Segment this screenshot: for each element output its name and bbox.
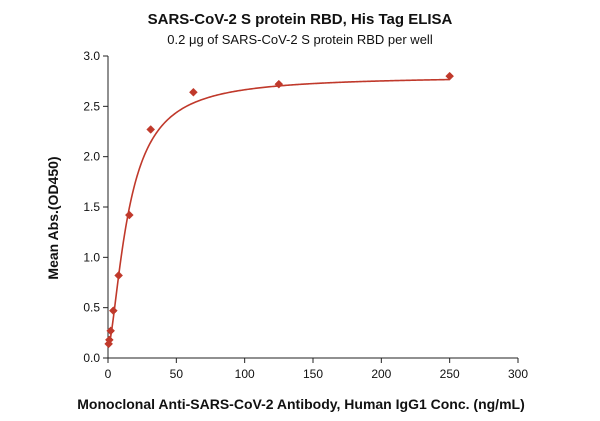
y-tick-label: 1.0 bbox=[83, 250, 100, 264]
y-ticks: 0.0 0.5 1.0 1.5 2.0 2.5 3.0 bbox=[83, 49, 108, 365]
y-axis-label: Mean Abs.(OD450) bbox=[45, 156, 61, 279]
y-tick-label: 0.5 bbox=[83, 301, 100, 315]
data-point bbox=[106, 326, 116, 336]
data-points bbox=[104, 71, 455, 349]
data-point bbox=[124, 210, 134, 220]
chart-title: SARS-CoV-2 S protein RBD, His Tag ELISA bbox=[148, 11, 453, 28]
x-tick-label: 150 bbox=[303, 367, 323, 381]
x-tick-label: 300 bbox=[508, 367, 528, 381]
chart-subtitle: 0.2 μg of SARS-CoV-2 S protein RBD per w… bbox=[167, 32, 433, 47]
data-point bbox=[104, 335, 114, 345]
data-point bbox=[114, 271, 124, 280]
x-axis-label: Monoclonal Anti-SARS-CoV-2 Antibody, Hum… bbox=[77, 396, 524, 412]
data-point bbox=[274, 79, 284, 89]
x-tick-label: 50 bbox=[170, 367, 184, 381]
plot-area: 0.0 0.5 1.0 1.5 2.0 2.5 3.0 0 50 100 150 200 250 300 bbox=[83, 49, 528, 381]
fit-curve bbox=[107, 78, 450, 347]
y-tick-label: 0.0 bbox=[83, 351, 100, 365]
y-tick-label: 2.5 bbox=[83, 99, 100, 113]
x-tick-label: 0 bbox=[105, 367, 112, 381]
y-tick-label: 3.0 bbox=[83, 49, 100, 63]
data-point bbox=[146, 125, 156, 134]
x-ticks: 0 50 100 150 200 250 300 bbox=[105, 358, 528, 381]
x-tick-label: 200 bbox=[371, 367, 391, 381]
data-point bbox=[189, 87, 198, 97]
y-tick-label: 1.5 bbox=[83, 200, 100, 214]
y-tick-label: 2.0 bbox=[83, 150, 100, 164]
data-point bbox=[445, 71, 455, 81]
x-tick-label: 100 bbox=[235, 367, 255, 381]
data-point bbox=[108, 306, 118, 316]
x-tick-label: 250 bbox=[440, 367, 460, 381]
